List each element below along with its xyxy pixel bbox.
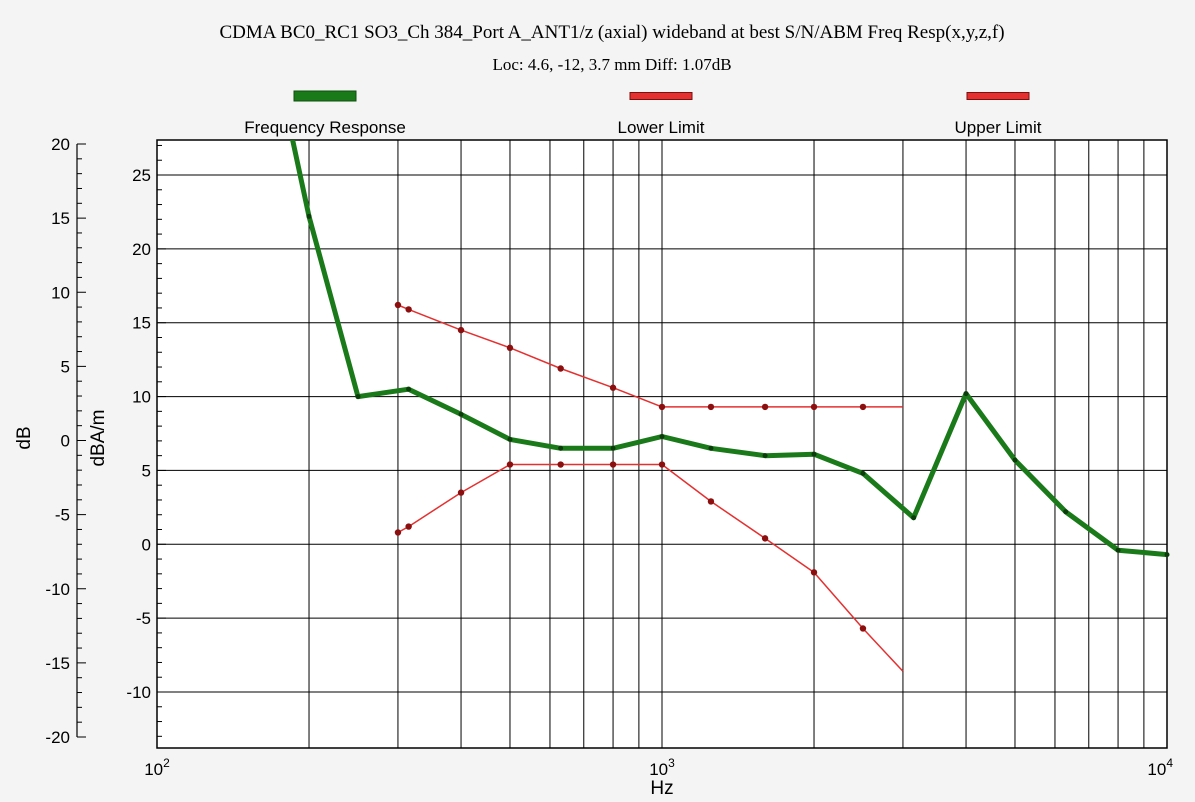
legend-swatch <box>966 92 1030 100</box>
data-point <box>762 453 768 459</box>
data-point <box>659 433 665 439</box>
left-y-axis: 20 15 10 5 0 -5 -10 -15 -20 <box>45 135 86 747</box>
data-point <box>610 445 616 451</box>
data-point <box>859 625 867 632</box>
data-point <box>810 569 818 576</box>
legend-label: Lower Limit <box>618 118 705 137</box>
legend-swatch <box>629 92 693 100</box>
data-point <box>1012 457 1018 463</box>
data-point <box>708 445 714 451</box>
data-point <box>457 489 465 496</box>
left-tick-label: 5 <box>61 357 70 376</box>
legend-label: Upper Limit <box>955 118 1042 137</box>
x-tick-label: 103 <box>649 756 675 779</box>
left-tick-label: 10 <box>51 283 70 302</box>
y-axis-label-left: dB <box>14 426 35 449</box>
data-point <box>507 436 513 442</box>
right-tick-label: -5 <box>136 609 151 628</box>
left-tick-label: 15 <box>51 209 70 228</box>
data-point <box>658 403 666 411</box>
right-tick-label: 10 <box>132 388 151 407</box>
data-point <box>458 411 464 417</box>
left-tick-label: -5 <box>55 506 70 525</box>
data-point <box>406 386 412 392</box>
legend-label: Frequency Response <box>244 118 406 137</box>
data-point <box>394 301 402 309</box>
legend-swatch <box>293 90 357 102</box>
chart-title: CDMA BC0_RC1 SO3_Ch 384_Port A_ANT1/z (a… <box>219 22 1004 43</box>
left-tick-label: 20 <box>51 135 70 154</box>
data-point <box>306 213 312 219</box>
left-tick-label: 0 <box>61 432 70 451</box>
data-point <box>761 403 769 411</box>
data-point <box>811 451 817 457</box>
data-point <box>860 470 866 476</box>
upper-limit-line <box>397 304 903 408</box>
data-point <box>394 529 402 536</box>
data-point <box>405 523 412 530</box>
x-axis-label: Hz <box>650 778 673 799</box>
data-point <box>506 344 514 352</box>
right-tick-label: 25 <box>132 166 151 185</box>
data-point <box>859 403 867 411</box>
left-tick-label: -20 <box>45 728 70 747</box>
data-point <box>405 306 412 313</box>
lower-limit-line <box>397 463 904 672</box>
data-point <box>911 515 917 521</box>
left-tick-label: -10 <box>45 580 70 599</box>
data-point <box>557 365 564 372</box>
data-point <box>457 326 465 334</box>
right-tick-label: 0 <box>142 535 151 554</box>
grid-lines <box>157 140 1167 748</box>
left-tick-label: -15 <box>45 654 70 673</box>
data-point <box>658 461 666 468</box>
right-y-axis: 25 20 15 10 5 0 -5 -10 <box>126 144 166 737</box>
right-tick-label: 5 <box>142 461 151 480</box>
x-tick-label: 102 <box>144 756 170 779</box>
data-point <box>1115 547 1121 553</box>
data-point <box>963 391 969 397</box>
y-axis-label-right: dBA/m <box>88 409 109 466</box>
data-point <box>558 445 564 451</box>
data-point <box>707 403 715 411</box>
data-point <box>609 384 617 391</box>
x-axis: 102 103 104 <box>144 756 1173 779</box>
right-tick-label: -10 <box>126 683 151 702</box>
data-point <box>810 403 818 411</box>
data-point <box>707 498 715 505</box>
chart-subtitle: Loc: 4.6, -12, 3.7 mm Diff: 1.07dB <box>492 55 731 74</box>
right-tick-label: 20 <box>132 240 151 259</box>
x-tick-label: 104 <box>1147 756 1173 779</box>
data-point <box>609 461 617 468</box>
data-point <box>506 461 514 468</box>
data-point <box>1063 509 1069 515</box>
right-tick-label: 15 <box>132 314 151 333</box>
data-point <box>761 535 769 542</box>
legend: Frequency Response Lower Limit Upper Limit <box>244 90 1042 137</box>
series-layer <box>290 140 1170 672</box>
data-point <box>1164 552 1170 558</box>
data-point <box>355 394 361 400</box>
data-point <box>557 461 564 468</box>
